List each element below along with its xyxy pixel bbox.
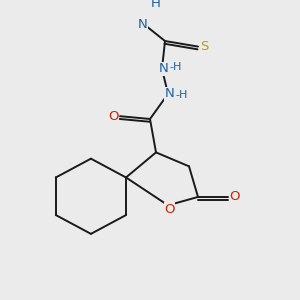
- Text: O: O: [229, 190, 240, 203]
- Text: -H: -H: [169, 62, 182, 73]
- Text: -H: -H: [175, 90, 188, 100]
- Text: N: N: [159, 62, 168, 75]
- Text: H: H: [151, 0, 161, 10]
- Text: O: O: [108, 110, 119, 123]
- Text: O: O: [164, 203, 175, 216]
- Text: N: N: [138, 18, 147, 31]
- Text: N: N: [165, 87, 174, 101]
- Text: S: S: [200, 40, 209, 53]
